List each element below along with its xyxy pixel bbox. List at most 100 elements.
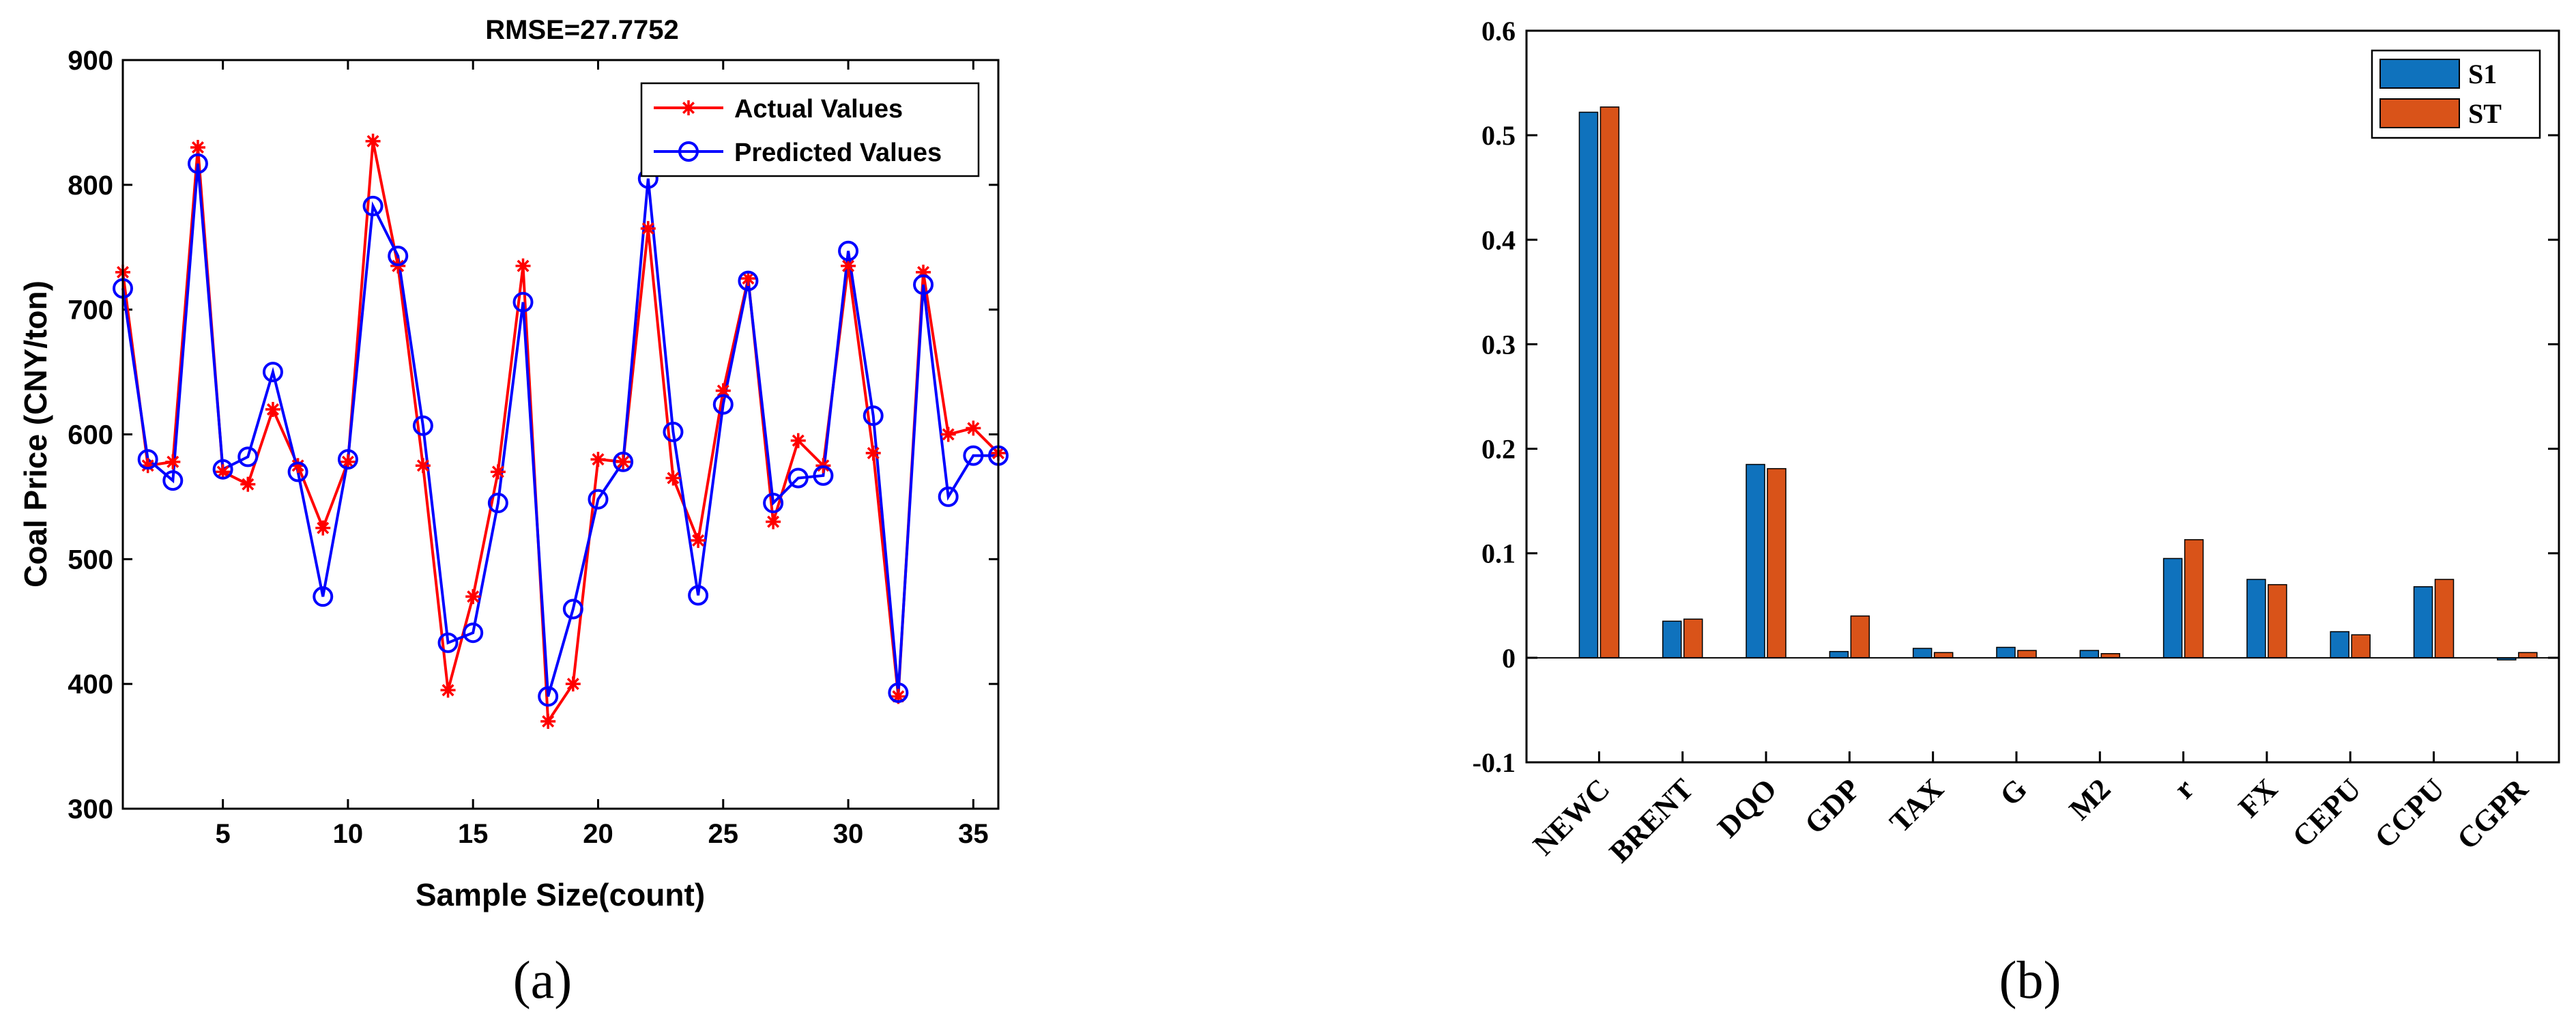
y-tick-label: 0.3: [1481, 329, 1516, 360]
actual-point-stroke: [491, 465, 504, 478]
actual-point-stroke: [842, 259, 855, 272]
category-label-gdp: GDP: [1798, 772, 1866, 840]
x-tick-label: 20: [583, 819, 613, 849]
actual-point: [766, 514, 781, 530]
category-label-cgpr: CGPR: [2450, 772, 2535, 856]
chart-a-x-axis-label: Sample Size(count): [416, 877, 705, 912]
actual-point: [440, 682, 456, 698]
actual-point-stroke: [317, 521, 330, 534]
bar-s1-ccpu: [2413, 586, 2433, 659]
bar-st-ccpu: [2434, 579, 2455, 659]
legend-s1-swatch: [2379, 59, 2460, 89]
actual-point: [215, 464, 231, 480]
actual-point: [790, 433, 806, 448]
actual-point: [691, 532, 706, 548]
bar-st-brent: [1683, 618, 1703, 659]
panel-b-label: (b): [1999, 950, 2061, 1009]
chart-b-bars: [1578, 106, 2538, 661]
predicted-point: [362, 195, 383, 216]
y-tick-label: 900: [68, 46, 113, 76]
predicted-point: [838, 240, 859, 261]
y-tick-label: 800: [68, 171, 113, 201]
legend-actual-marker: [681, 100, 696, 115]
bar-s1-m2: [2079, 650, 2100, 659]
chart-a-legend-box: [640, 82, 980, 177]
legend-st-swatch: [2379, 98, 2460, 128]
legend-predicted-label: Predicted Values: [734, 139, 942, 167]
actual-point-stroke: [216, 465, 229, 478]
predicted-point: [613, 451, 634, 472]
category-label-brent: BRENT: [1603, 772, 1700, 869]
bar-st-g: [2017, 650, 2037, 659]
legend-actual-asterisk-stroke: [682, 101, 695, 115]
predicted-point: [212, 459, 233, 480]
predicted-point: [813, 465, 834, 486]
actual-point-stroke: [291, 459, 304, 472]
predicted-point: [262, 362, 283, 383]
predicted-point: [287, 461, 308, 482]
y-tick-label: 500: [68, 545, 113, 575]
predicted-point: [938, 486, 959, 507]
predicted-point: [787, 467, 809, 489]
bar-s1-gdp: [1829, 650, 1849, 659]
predicted-point: [187, 153, 208, 174]
chart-a-plot-frame: [121, 59, 1000, 810]
predicted-point: [562, 599, 583, 620]
actual-point-stroke: [442, 684, 454, 697]
y-tick-label: 300: [68, 794, 113, 824]
actual-point-stroke: [767, 515, 780, 528]
bar-st-newc: [1600, 106, 1620, 659]
actual-point: [190, 139, 205, 155]
predicted-point: [712, 394, 734, 415]
actual-point: [540, 714, 556, 730]
bar-s1-cepu: [2330, 631, 2349, 659]
actual-point: [590, 452, 606, 467]
y-tick-label: 400: [68, 669, 113, 700]
chart-a: RMSE=27.7752 300 400 500 600 700 800 900 5 10 15 2…: [18, 15, 1009, 1009]
bar-st-gdp: [1850, 615, 1870, 659]
actual-point-stroke: [341, 455, 354, 468]
actual-point: [865, 445, 881, 461]
predicted-point: [237, 446, 259, 467]
actual-point-stroke: [517, 259, 530, 272]
predicted-point: [337, 449, 358, 470]
legend-st-label: ST: [2468, 98, 2502, 129]
actual-point-stroke: [141, 459, 154, 472]
actual-point-stroke: [692, 534, 705, 547]
actual-point-stroke: [617, 455, 630, 468]
actual-values-line: [121, 141, 1000, 726]
predicted-point: [412, 415, 433, 436]
chart-a-ticks: 300 400 500 600 700 800 900 5 10 15 20 25 30 35: [68, 46, 998, 849]
x-tick-label: 30: [833, 819, 864, 849]
predicted-point: [463, 622, 484, 644]
legend-predicted-marker: [678, 141, 699, 162]
bar-s1-r: [2162, 558, 2183, 659]
actual-point: [740, 270, 756, 286]
bar-st-dqo: [1767, 467, 1786, 659]
actual-point: [240, 476, 256, 492]
predicted-point: [137, 449, 158, 470]
x-tick-label: 35: [958, 819, 989, 849]
actual-point-stroke: [566, 678, 579, 691]
bar-s1-brent: [1662, 620, 1682, 659]
y-tick-label: 0.2: [1481, 434, 1516, 465]
actual-point-stroke: [867, 446, 880, 459]
bar-st-cgpr: [2518, 652, 2538, 659]
predicted-point: [863, 405, 884, 427]
panel-a-label: (a): [513, 950, 573, 1009]
y-tick-label: -0.1: [1473, 747, 1516, 778]
chart-b-legend: S1 ST: [2371, 49, 2541, 139]
bar-st-fx: [2268, 583, 2287, 659]
legend-actual-label: Actual Values: [734, 95, 903, 124]
category-label-tax: TAX: [1883, 772, 1950, 839]
actual-point: [165, 454, 181, 470]
actual-point-stroke: [942, 428, 955, 441]
category-label-dqo: DQO: [1711, 772, 1784, 844]
predicted-point: [963, 445, 984, 466]
bar-s1-fx: [2246, 579, 2266, 659]
actual-point: [565, 676, 581, 692]
predicted-point: [487, 493, 508, 514]
